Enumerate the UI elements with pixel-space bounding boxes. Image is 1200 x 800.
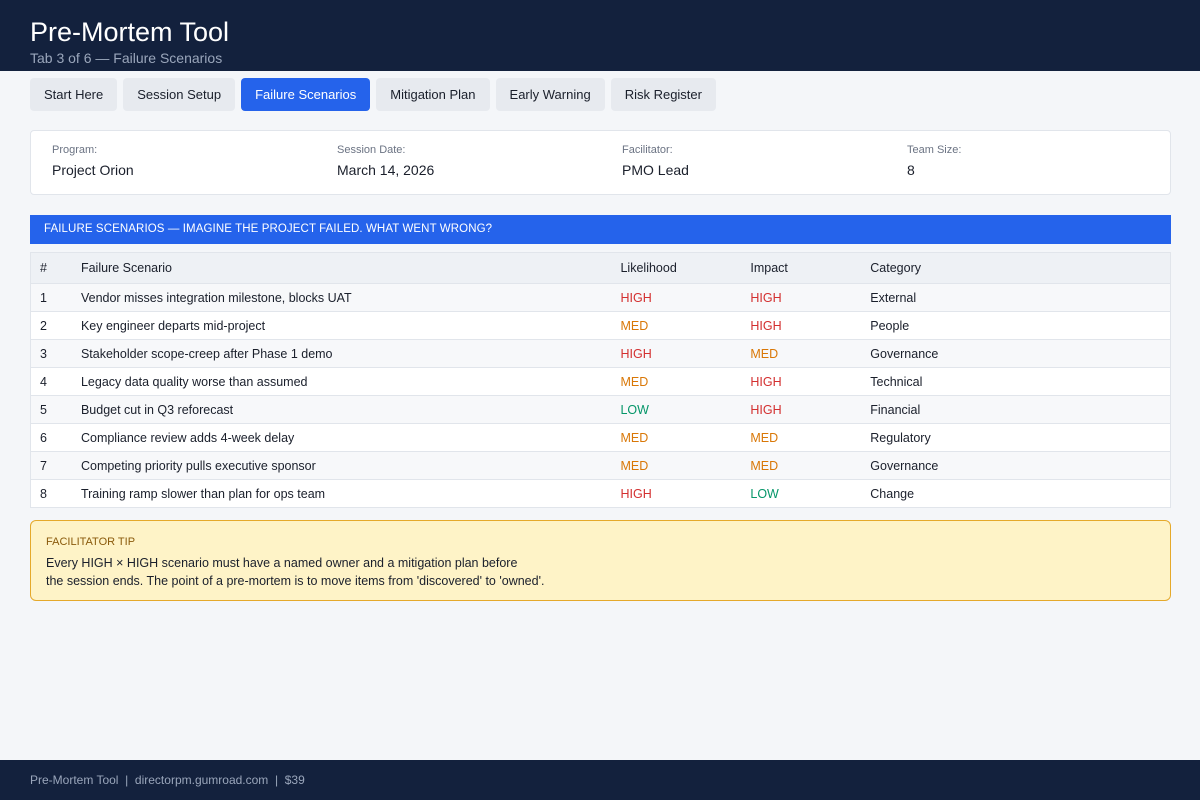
session-info-card: Program: Project Orion Session Date: Mar… [30,130,1171,195]
app-header: Pre-Mortem Tool Tab 3 of 6 — Failure Sce… [0,0,1200,71]
tab-mitigation-plan[interactable]: Mitigation Plan [376,78,490,111]
row-likelihood: MED [620,374,649,389]
row-scenario: Training ramp slower than plan for ops t… [80,486,326,501]
info-session-date: Session Date: March 14, 2026 [337,143,434,179]
program-label: Program: [52,144,98,156]
footer-text: Pre-Mortem Tool | directorpm.gumroad.com… [30,773,305,787]
facilitator-value: PMO Lead [622,162,689,178]
row-impact: HIGH [750,374,782,389]
header-impact: Impact [750,261,788,275]
table-row: 3 Stakeholder scope-creep after Phase 1 d… [31,339,1170,367]
tip-line-2: the session ends. The point of a pre-mor… [46,574,545,588]
row-num: 3 [40,346,47,361]
row-category: People [870,318,910,333]
row-likelihood: HIGH [620,290,652,305]
team-size-value: 8 [907,162,915,178]
table-row: 8 Training ramp slower than plan for ops … [31,479,1170,507]
row-category: Technical [870,374,923,389]
row-num: 7 [40,458,47,473]
header-category: Category [870,261,921,275]
row-scenario: Stakeholder scope-creep after Phase 1 de… [80,346,333,361]
app-title: Pre-Mortem Tool [30,17,230,47]
session-date-value: March 14, 2026 [337,162,435,178]
row-impact: LOW [750,486,779,501]
program-value: Project Orion [52,162,134,178]
row-num: 4 [40,374,47,389]
row-impact: MED [750,430,779,445]
info-program: Program: Project Orion [52,143,134,179]
row-impact: HIGH [750,318,782,333]
facilitator-tip: FACILITATOR TIP Every HIGH × HIGH scenar… [30,520,1171,601]
row-num: 5 [40,402,47,417]
scenarios-table: # Failure Scenario Likelihood Impact Cat… [30,252,1171,508]
row-impact: HIGH [750,290,782,305]
table-row: 5 Budget cut in Q3 reforecast LOW HIGH Finan… [31,395,1170,423]
header-likelihood: Likelihood [620,261,677,275]
row-impact: MED [750,458,779,473]
row-category: External [870,290,917,305]
row-category: Governance [870,346,939,361]
row-scenario: Competing priority pulls executive spons… [80,458,316,473]
row-num: 2 [40,318,47,333]
table-row: 7 Competing priority pulls executive spon… [31,451,1170,479]
tip-title: FACILITATOR TIP [46,536,136,548]
tab-session-setup[interactable]: Session Setup [123,78,236,111]
table-row: 1 Vendor misses integration milestone, bl… [31,283,1170,311]
row-num: 1 [40,290,47,305]
table-body: 1 Vendor misses integration milestone, bl… [31,283,1170,507]
row-impact: MED [750,346,779,361]
row-scenario: Budget cut in Q3 reforecast [80,402,234,417]
row-category: Governance [870,458,939,473]
row-impact: HIGH [750,402,782,417]
team-size-label: Team Size: [907,144,962,156]
header-num: # [40,261,47,275]
tip-line-1: Every HIGH × HIGH scenario must have a n… [46,556,518,570]
row-likelihood: HIGH [620,486,652,501]
table-row: 4 Legacy data quality worse than assumed M… [31,367,1170,395]
app-footer: Pre-Mortem Tool | directorpm.gumroad.com… [0,760,1200,800]
row-scenario: Key engineer departs mid-project [80,318,266,333]
table-row: 2 Key engineer departs mid-project MED HIGH… [31,311,1170,339]
row-likelihood: LOW [620,402,649,417]
row-category: Regulatory [870,430,931,445]
row-num: 6 [40,430,47,445]
row-likelihood: HIGH [620,346,652,361]
tab-failure-scenarios[interactable]: Failure Scenarios [241,78,371,111]
info-facilitator: Facilitator: PMO Lead [622,143,689,179]
row-likelihood: MED [620,318,649,333]
row-category: Change [870,486,915,501]
header-scenario: Failure Scenario [80,261,172,275]
tab-bar: Start Here Session Setup Failure Scenari… [30,78,716,111]
row-scenario: Compliance review adds 4-week delay [80,430,295,445]
row-scenario: Vendor misses integration milestone, blo… [80,290,352,305]
section-banner: FAILURE SCENARIOS — IMAGINE THE PROJECT … [30,215,1171,244]
app-subtitle: Tab 3 of 6 — Failure Scenarios [30,50,223,66]
row-likelihood: MED [620,430,649,445]
row-scenario: Legacy data quality worse than assumed [80,374,308,389]
facilitator-label: Facilitator: [622,144,673,156]
row-category: Financial [870,402,921,417]
tab-early-warning[interactable]: Early Warning [495,78,605,111]
table-row: 6 Compliance review adds 4-week delay MED M… [31,423,1170,451]
tab-risk-register[interactable]: Risk Register [610,78,716,111]
session-date-label: Session Date: [337,144,406,156]
tab-start-here[interactable]: Start Here [30,78,118,111]
row-num: 8 [40,486,47,501]
table-header-row: # Failure Scenario Likelihood Impact Cat… [31,253,1170,283]
row-likelihood: MED [620,458,649,473]
info-team-size: Team Size: 8 [907,143,961,179]
